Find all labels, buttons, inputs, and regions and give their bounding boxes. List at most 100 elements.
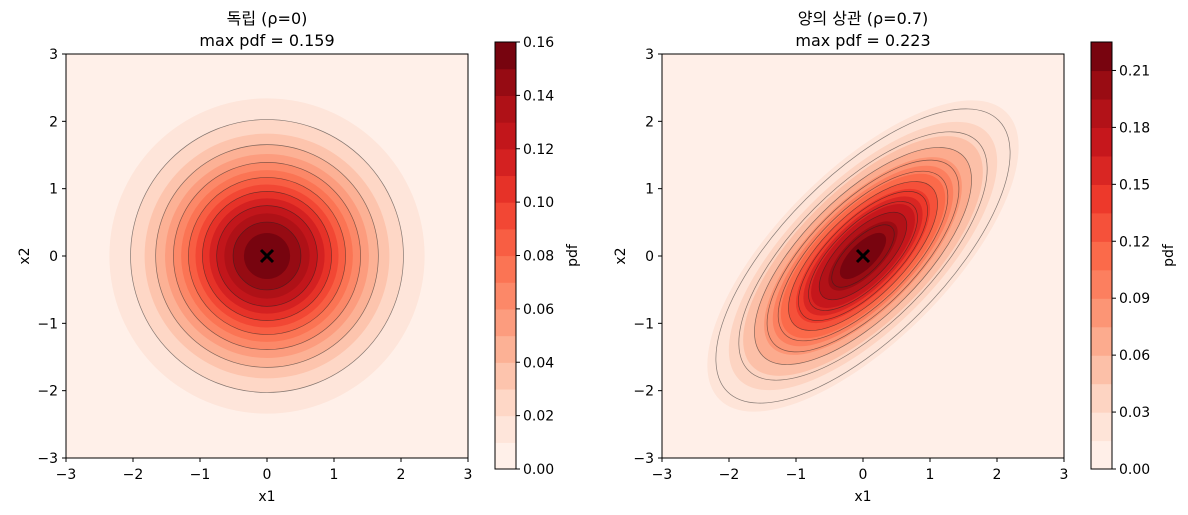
colorbar-frame [1090, 41, 1113, 470]
contour-line-9 [818, 211, 908, 301]
colorbar-band-9 [1091, 212, 1112, 242]
x-axis-label: x1 [258, 489, 275, 505]
contour-line-10 [831, 224, 895, 288]
mean-marker-stroke-2 [855, 248, 871, 264]
contour-line-3 [754, 147, 972, 365]
colorbar-tick-label: 0.06 [523, 302, 554, 318]
x-tick-label: −2 [719, 467, 740, 483]
colorbar-band-9 [495, 228, 516, 257]
colorbar-tick-label: 0.03 [1119, 405, 1150, 421]
x-tick-label: −3 [56, 467, 77, 483]
colorbar-tick-label: 0.08 [523, 249, 554, 265]
colorbar-band-8 [1091, 241, 1112, 271]
y-tick-label: 1 [645, 182, 654, 198]
colorbar-band-1 [495, 442, 516, 470]
mean-marker-x [259, 248, 275, 264]
y-tick-label: −1 [633, 316, 654, 332]
colorbar-tick-label: 0.06 [1119, 348, 1150, 364]
contour-line-2 [155, 144, 379, 368]
colorbar-band-6 [1091, 298, 1112, 328]
colorbar-band-7 [495, 282, 516, 310]
colorbar-band-11 [495, 175, 516, 203]
colorbar-tick-label: 0.04 [523, 355, 554, 371]
contour-line-4 [188, 177, 346, 335]
y-tick-label: 1 [49, 182, 58, 198]
x-tick-label: 0 [859, 467, 868, 483]
x-tick-label: −1 [190, 467, 211, 483]
colorbar-band-12 [1091, 127, 1112, 157]
y-tick-label: −2 [633, 384, 654, 400]
colorbar-tick-label: 0.15 [1119, 177, 1150, 193]
colorbar-band-4 [495, 362, 516, 390]
colorbar-band-5 [1091, 326, 1112, 356]
contour-line-1 [715, 108, 1011, 404]
y-tick-label: 0 [645, 249, 654, 265]
y-tick-label: 0 [49, 249, 58, 265]
colorbar-tick-label: 0.16 [523, 35, 554, 51]
colorbar-tick-label: 0.10 [523, 195, 554, 211]
colorbar-tick-label: 0.18 [1119, 120, 1150, 136]
contour-line-1 [130, 119, 404, 393]
colorbar-band-5 [495, 335, 516, 363]
colorbar-band-3 [495, 388, 516, 417]
colorbar-tick-label: 0.00 [523, 462, 554, 478]
x-tick-label: −1 [786, 467, 807, 483]
colorbar-tick-label: 0.00 [1119, 462, 1150, 478]
colorbar-tick-label: 0.12 [523, 142, 554, 158]
colorbar-band-16 [495, 42, 516, 70]
colorbar-band-6 [495, 308, 516, 337]
colorbar-label: pdf [1161, 243, 1177, 267]
y-tick-label: −3 [37, 451, 58, 467]
colorbar-band-13 [1091, 98, 1112, 128]
y-tick-label: 3 [49, 47, 58, 63]
x-tick-label: −3 [652, 467, 673, 483]
contour-line-2 [738, 131, 988, 381]
colorbar-tick-label: 0.21 [1119, 63, 1150, 79]
colorbar-tick-label: 0.09 [1119, 291, 1150, 307]
colorbar: 0.00 0.03 0.06 0.09 0.12 0.15 0.18 0.21 pdf [1090, 41, 1177, 478]
colorbar-tick-label: 0.14 [523, 88, 554, 104]
colorbar-band-2 [495, 415, 516, 443]
colorbar-band-10 [495, 202, 516, 230]
colorbar-band-4 [1091, 355, 1112, 385]
colorbar-band-10 [1091, 184, 1112, 214]
x-tick-label: 3 [1060, 467, 1069, 483]
x-tick-label: 1 [330, 467, 339, 483]
x-tick-label: 3 [464, 467, 473, 483]
colorbar-band-14 [495, 95, 516, 123]
x-tick-label: 0 [263, 467, 272, 483]
mean-marker-stroke-2 [259, 248, 275, 264]
colorbar-band-2 [1091, 412, 1112, 442]
colorbar-tick-label: 0.02 [523, 409, 554, 425]
contour-line-6 [216, 205, 318, 307]
colorbar-band-8 [495, 255, 516, 283]
chart-panel-2: −3 −2 −1 0 1 2 3 −3 −2 −1 0 1 2 3 x1 x2 양의 상관 (ρ=0.7) max… [613, 9, 1177, 505]
chart-title: 독립 (ρ=0) [227, 9, 308, 28]
colorbar-band-14 [1091, 70, 1112, 100]
y-axis-label: x2 [613, 247, 629, 264]
y-tick-label: −1 [37, 316, 58, 332]
x-tick-label: −2 [123, 467, 144, 483]
x-tick-label: 2 [993, 467, 1002, 483]
contour-line-7 [232, 221, 302, 291]
filled-contours [109, 98, 425, 414]
colorbar-label: pdf [565, 243, 581, 267]
contour-line-5 [202, 191, 332, 321]
contour-line-8 [808, 201, 918, 311]
y-tick-label: 3 [645, 47, 654, 63]
y-tick-label: 2 [49, 114, 58, 130]
colorbar-band-15 [495, 68, 516, 96]
colorbar-band-13 [495, 122, 516, 150]
colorbar-band-7 [1091, 269, 1112, 299]
chart-panel-1: −3 −2 −1 0 1 2 3 −3 −2 −1 0 1 2 3 x1 x2 독립 (ρ=0) max pdf … [17, 9, 581, 505]
colorbar-band-1 [1091, 440, 1112, 470]
chart-title: 양의 상관 (ρ=0.7) [798, 9, 929, 28]
x-tick-label: 1 [926, 467, 935, 483]
colorbar-band-11 [1091, 155, 1112, 185]
y-tick-label: −3 [633, 451, 654, 467]
colorbar-band-12 [495, 148, 516, 177]
colorbar-tick-label: 0.12 [1119, 234, 1150, 250]
contour-line-5 [777, 170, 949, 342]
x-axis-label: x1 [854, 489, 871, 505]
